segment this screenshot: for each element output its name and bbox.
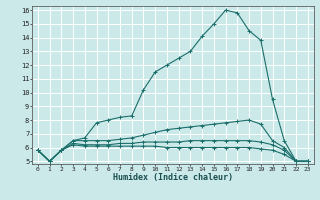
X-axis label: Humidex (Indice chaleur): Humidex (Indice chaleur) bbox=[113, 173, 233, 182]
